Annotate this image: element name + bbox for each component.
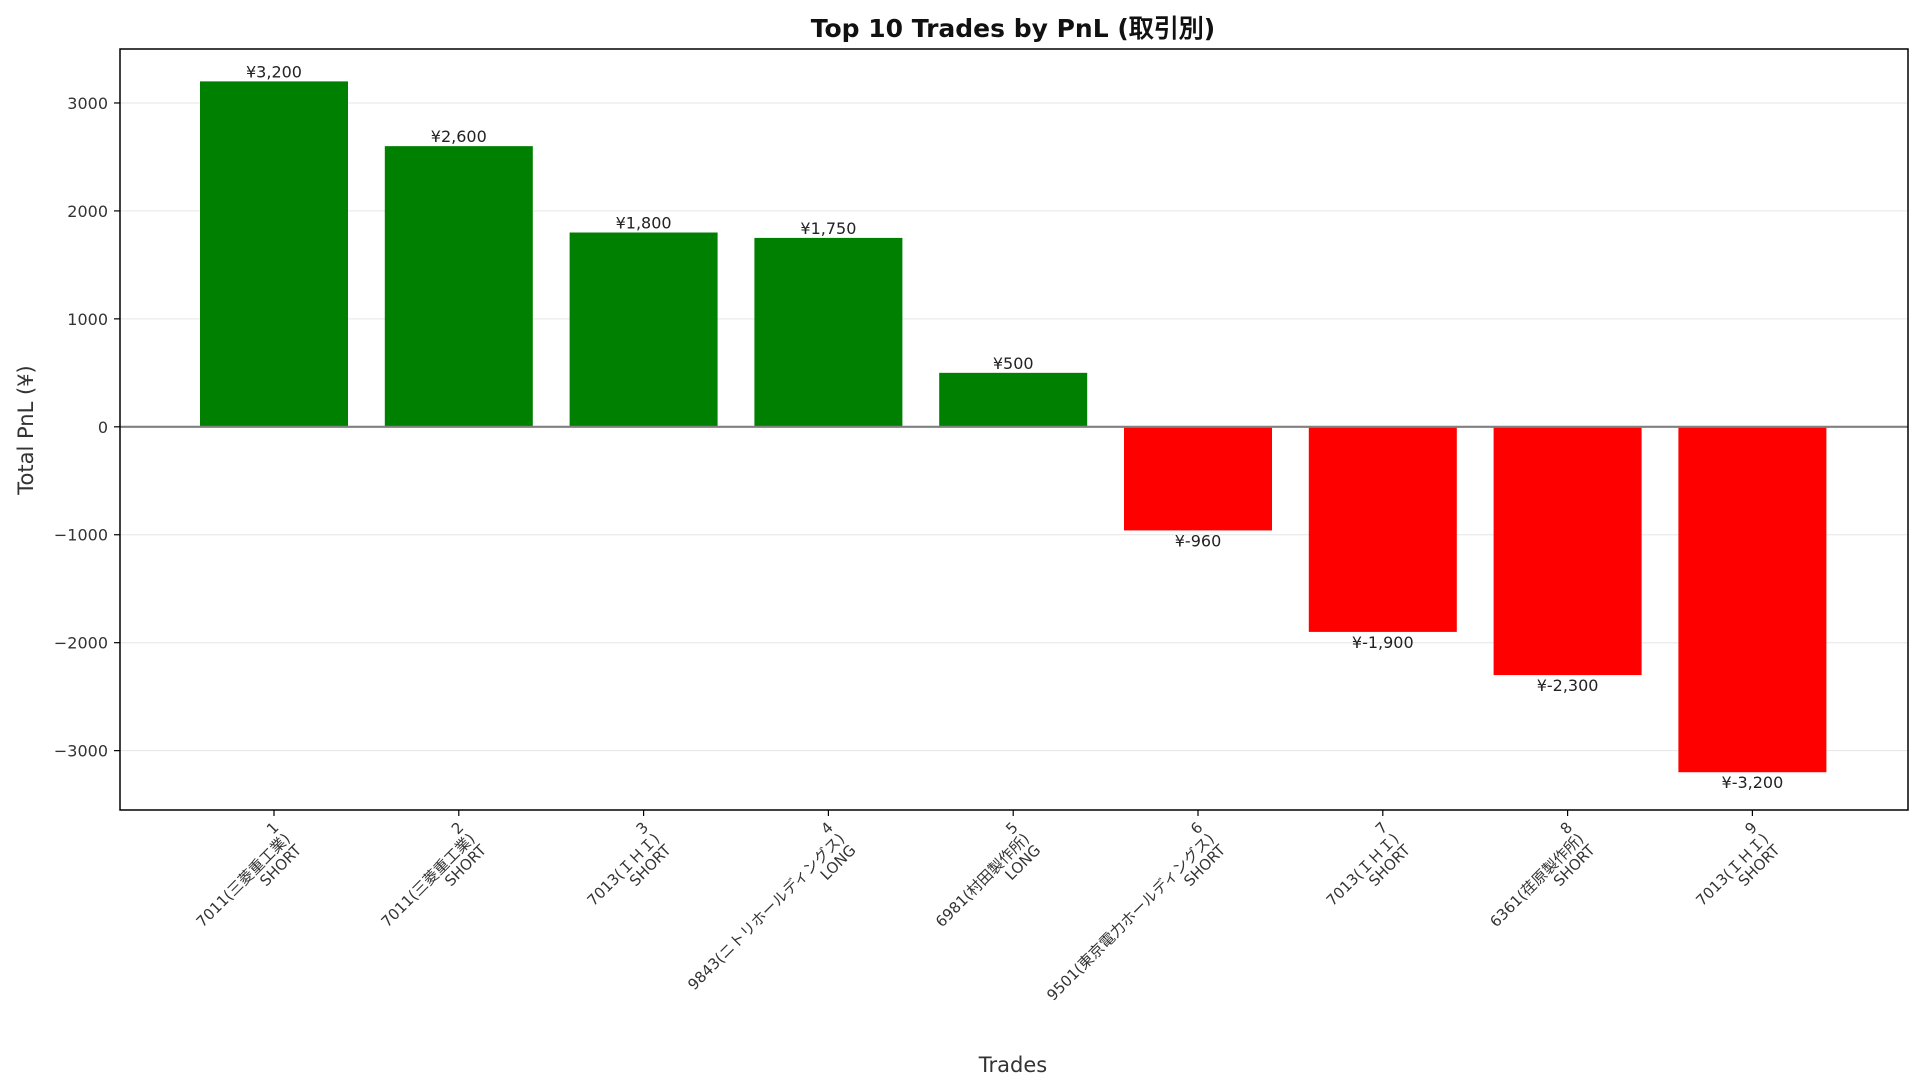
x-tick-label: 27011(三菱重工業)SHORT: [366, 818, 490, 942]
bar-value-label: ¥2,600: [431, 127, 487, 146]
bar-value-label: ¥1,800: [616, 214, 672, 233]
bar: [939, 372, 1088, 427]
y-axis-ticks: 3000 2000 1000 0 −1000 −2000 −3000: [54, 94, 120, 761]
bar: [1493, 426, 1642, 676]
bar-value-label: ¥-2,300: [1537, 676, 1599, 695]
x-tick-label: 37013(ＩＨＩ)SHORT: [572, 818, 675, 921]
y-tick-label: −3000: [54, 742, 108, 761]
bar-value-label: ¥-3,200: [1722, 773, 1784, 792]
y-tick-label: 3000: [67, 94, 108, 113]
bar: [1308, 426, 1457, 632]
x-tick-label-line: 7011(三菱重工業): [378, 830, 479, 931]
bar: [1124, 426, 1272, 531]
x-tick-label: 97013(ＩＨＩ)SHORT: [1681, 818, 1784, 921]
x-tick-label: 77013(ＩＨＩ)SHORT: [1311, 818, 1414, 921]
chart-title: Top 10 Trades by PnL (取引別): [811, 14, 1215, 43]
x-tick-label: 86361(荏原製作所)SHORT: [1475, 818, 1599, 942]
plot-frame: [119, 48, 1909, 811]
x-tick-label-line: 6981(村田製作所): [932, 830, 1033, 931]
x-axis-label: Trades: [978, 1053, 1047, 1077]
bar-value-label: ¥-960: [1175, 531, 1222, 550]
y-tick-label: 0: [98, 418, 108, 437]
y-tick-label: 2000: [67, 202, 108, 221]
x-tick-label: 69501(東京電力ホールディングス)SHORT: [1032, 818, 1230, 1016]
x-tick-label-line: 7011(三菱重工業): [193, 830, 294, 931]
x-tick-label: 17011(三菱重工業)SHORT: [181, 818, 305, 942]
bar: [1678, 426, 1827, 773]
x-axis-ticks: 17011(三菱重工業)SHORT 27011(三菱重工業)SHORT 37013(…: [181, 810, 1784, 1016]
bar: [754, 237, 903, 427]
x-tick-label: 49843(ニトリホールディングス)LONG: [673, 818, 860, 1005]
x-tick-label-line: 6361(荏原製作所): [1486, 830, 1587, 931]
bar: [200, 81, 348, 427]
bar-value-label: ¥500: [993, 354, 1034, 373]
bar: [384, 146, 533, 427]
bars: [200, 81, 1827, 773]
value-labels: ¥3,200 ¥2,600 ¥1,800 ¥1,750 ¥500 ¥-960 ¥-1,900…: [246, 62, 1783, 792]
bar-value-label: ¥3,200: [246, 62, 302, 81]
x-tick-label-line: 9501(東京電力ホールディングス): [1043, 830, 1218, 1005]
x-tick-label: 56981(村田製作所)LONG: [921, 818, 1045, 942]
bar-value-label: ¥-1,900: [1352, 633, 1414, 652]
x-tick-label-line: 9843(ニトリホールディングス): [684, 830, 848, 994]
bar: [569, 232, 718, 427]
y-tick-label: −2000: [54, 634, 108, 653]
y-axis-label: Total PnL (¥): [14, 365, 38, 495]
y-tick-label: −1000: [54, 526, 108, 545]
bar-value-label: ¥1,750: [800, 219, 856, 238]
y-tick-label: 1000: [67, 310, 108, 329]
